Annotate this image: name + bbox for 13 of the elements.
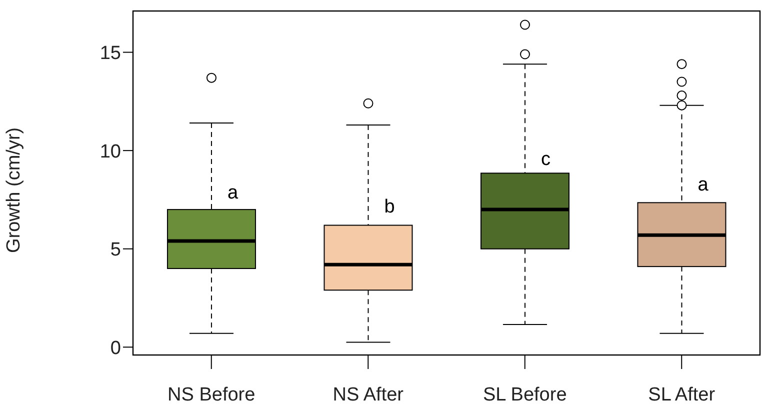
- x-tick-label: SL After: [648, 384, 716, 406]
- annotation: b: [384, 196, 395, 218]
- y-tick-label: 15: [100, 43, 121, 64]
- x-tick-label: NS Before: [168, 384, 256, 406]
- annotation: a: [698, 174, 709, 196]
- y-axis-title: Growth (cm/yr): [4, 127, 25, 253]
- y-tick-label: 5: [110, 240, 121, 261]
- annotation: c: [540, 149, 550, 170]
- y-tick-label: 0: [110, 338, 121, 359]
- annotation: a: [227, 182, 238, 204]
- x-tick-label: SL Before: [482, 384, 567, 406]
- x-tick-label: NS After: [332, 384, 404, 406]
- y-tick-label: 10: [100, 141, 121, 162]
